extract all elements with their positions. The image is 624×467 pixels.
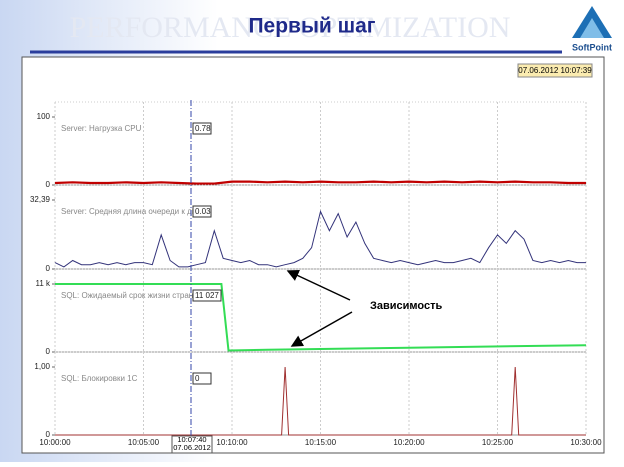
arrow (290, 311, 353, 347)
series-name: SQL: Ожидаемый срок жизни страницы (61, 291, 208, 300)
series-line (55, 283, 587, 352)
cursor-value: 0.03 (195, 207, 211, 216)
x-tick-label: 10:25:00 (482, 438, 514, 447)
y-tick-label: 0 (46, 430, 51, 439)
y-tick-label: 32,39 (30, 195, 51, 204)
series-name: Server: Нагрузка CPU (61, 124, 142, 133)
y-tick-label: 11 k (35, 279, 51, 288)
cursor-value-box (192, 205, 212, 218)
cursor-value: 11 027 (195, 291, 219, 300)
logo-icon-inner (580, 18, 604, 38)
chart-frame (21, 56, 605, 454)
series-line (54, 209, 586, 268)
series-name: SQL: Блокировки 1С (61, 374, 138, 383)
x-tick-label: 10:15:00 (305, 438, 337, 447)
cursor-date: 07.06.2012 (173, 443, 211, 452)
y-tick-label: 100 (37, 112, 51, 121)
timestamp-box (517, 63, 593, 78)
series-line (54, 180, 586, 185)
slide-title: Первый шаг (248, 15, 375, 38)
y-tick-label: 0 (46, 347, 51, 356)
cursor-time: 10:07:40 (177, 435, 206, 444)
timestamp: 07.06.2012 10:07:39 (518, 66, 592, 75)
x-tick-label: 10:30:00 (570, 438, 602, 447)
annotation: Зависимость (370, 300, 442, 312)
x-tick-label: 10:10:00 (216, 438, 248, 447)
cursor-box (171, 435, 213, 454)
cursor-value-box (192, 289, 222, 302)
x-tick-label: 10:00:00 (39, 438, 71, 447)
y-tick-label: 1,00 (34, 362, 50, 371)
x-tick-label: 10:05:00 (128, 438, 160, 447)
series-line (55, 366, 586, 436)
y-tick-label: 0 (46, 264, 51, 273)
logo-text: SoftPoint (572, 42, 612, 52)
cursor-value-box (192, 372, 212, 385)
series-name: Server: Средняя длина очереди к диску (61, 207, 208, 216)
y-tick-label: 0 (46, 180, 51, 189)
x-tick-label: 10:20:00 (393, 438, 425, 447)
cursor-value: 0 (195, 374, 200, 383)
cursor-value: 0.78 (195, 124, 211, 133)
cursor-value-box (192, 122, 212, 135)
watermark: PERFORMANCE OPTIMIZATION (70, 11, 511, 44)
arrow (286, 270, 351, 301)
